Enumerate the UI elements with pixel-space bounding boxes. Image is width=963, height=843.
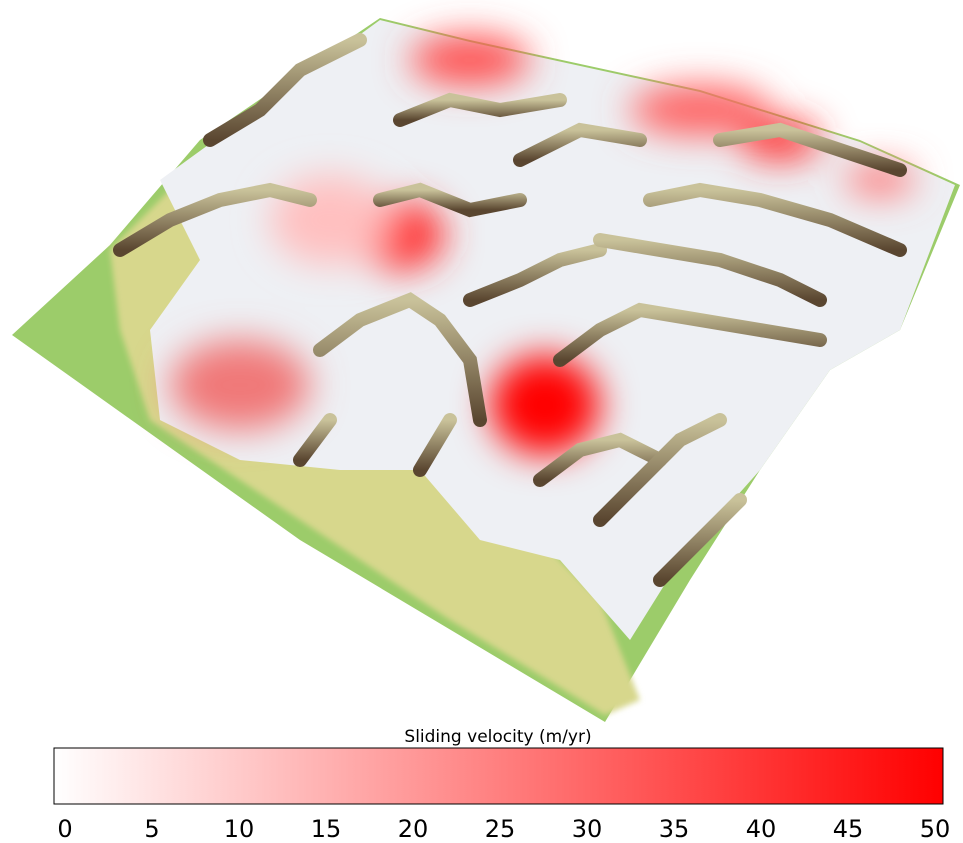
tick-label: 0 bbox=[57, 815, 72, 843]
figure: Sliding velocity (m/yr) 0 5 10 15 20 25 30 35 40… bbox=[0, 0, 963, 843]
terrain bbox=[12, 18, 960, 722]
colorbar bbox=[54, 748, 943, 804]
tick-label: 25 bbox=[485, 815, 516, 843]
tick-label: 15 bbox=[311, 815, 342, 843]
tick-label: 5 bbox=[144, 815, 159, 843]
ice-surface bbox=[150, 20, 955, 640]
tick-label: 35 bbox=[659, 815, 690, 843]
colorbar-title: Sliding velocity (m/yr) bbox=[404, 727, 591, 747]
tick-label: 40 bbox=[746, 815, 777, 843]
tick-label: 50 bbox=[920, 815, 951, 843]
tick-label: 20 bbox=[398, 815, 429, 843]
tick-label: 30 bbox=[572, 815, 603, 843]
tick-label: 10 bbox=[224, 815, 255, 843]
tick-label: 45 bbox=[833, 815, 864, 843]
